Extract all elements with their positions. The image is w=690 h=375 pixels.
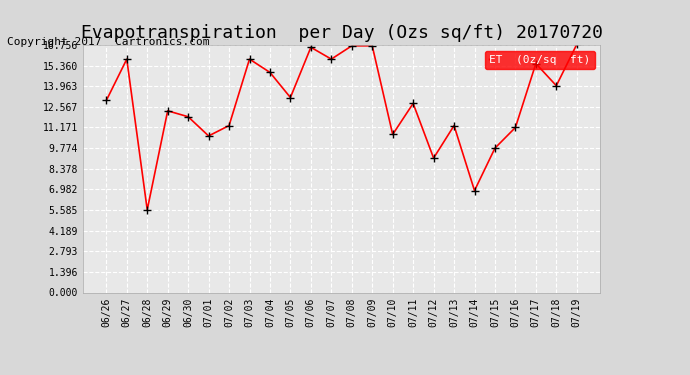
Text: Copyright 2017  Cartronics.com: Copyright 2017 Cartronics.com: [7, 37, 209, 47]
Legend: ET  (0z/sq  ft): ET (0z/sq ft): [484, 51, 595, 69]
Title: Evapotranspiration  per Day (Ozs sq/ft) 20170720: Evapotranspiration per Day (Ozs sq/ft) 2…: [81, 24, 602, 42]
